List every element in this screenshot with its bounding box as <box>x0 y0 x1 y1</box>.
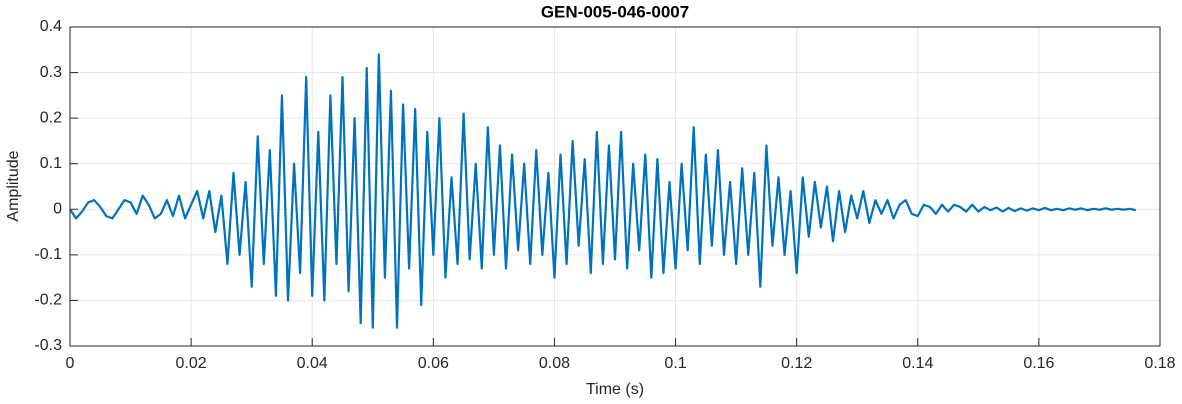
x-tick-label: 0.02 <box>176 355 207 372</box>
chart-title: GEN-005-046-0007 <box>541 2 689 21</box>
x-tick-label: 0 <box>66 355 75 372</box>
y-tick-label: -0.3 <box>34 337 62 354</box>
x-tick-label: 0.04 <box>297 355 328 372</box>
x-tick-label: 0.16 <box>1023 355 1054 372</box>
x-tick-label: 0.18 <box>1144 355 1175 372</box>
plot-frame <box>69 26 1161 347</box>
x-tick-label: 0.14 <box>902 355 933 372</box>
x-tick-label: 0.06 <box>418 355 449 372</box>
x-tick-label: 0.1 <box>664 355 686 372</box>
y-axis-label: Amplitude <box>5 150 22 221</box>
y-tick-label: 0 <box>53 201 62 218</box>
x-tick-label: 0.08 <box>539 355 570 372</box>
y-tick-label: 0.2 <box>40 109 62 126</box>
x-tick-label: 0.12 <box>781 355 812 372</box>
x-axis-label: Time (s) <box>586 381 644 398</box>
y-tick-label: 0.3 <box>40 64 62 81</box>
y-tick-label: 0.1 <box>40 155 62 172</box>
series-line <box>69 53 1137 329</box>
y-tick-label: -0.2 <box>34 292 62 309</box>
y-tick-label: -0.1 <box>34 246 62 263</box>
y-tick-label: 0.4 <box>40 18 62 35</box>
